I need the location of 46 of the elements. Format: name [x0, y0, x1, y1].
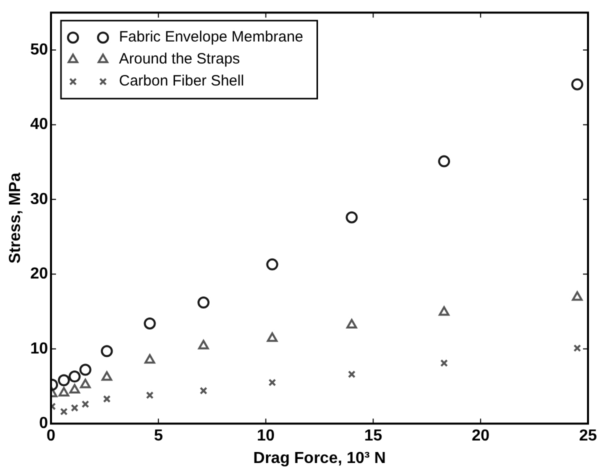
point	[572, 291, 583, 301]
point	[438, 155, 450, 168]
y-axis-title: Stress, MPa	[7, 172, 24, 264]
point	[68, 370, 81, 383]
point	[82, 400, 90, 408]
point	[348, 370, 356, 378]
point	[198, 296, 210, 309]
legend-label: Around the Straps	[118, 50, 240, 68]
y-tick-label: 10	[30, 340, 48, 358]
point	[103, 395, 111, 403]
point	[144, 354, 156, 364]
point	[266, 258, 278, 270]
point	[60, 408, 68, 416]
y-tick-label: 0	[39, 415, 48, 432]
x-tick-label: 10	[256, 428, 275, 445]
legend-label: Fabric Envelope Membrane	[118, 28, 304, 46]
point	[146, 391, 154, 400]
x-tick-label: 15	[364, 428, 382, 445]
y-tick-label: 20	[30, 266, 48, 283]
point	[268, 378, 276, 386]
x-tick-label: 5	[154, 428, 163, 445]
y-tick-label: 30	[30, 190, 48, 208]
point	[80, 378, 91, 388]
point	[79, 364, 92, 376]
point	[198, 340, 209, 350]
point	[346, 211, 358, 224]
point	[438, 306, 450, 316]
point	[58, 374, 70, 386]
point	[200, 386, 208, 395]
point	[573, 344, 582, 352]
x-tick-label: 25	[579, 428, 597, 445]
point	[144, 317, 156, 330]
point	[346, 318, 358, 328]
legend-label: Carbon Fiber Shell	[118, 72, 244, 90]
point	[58, 386, 70, 396]
y-tick-label: 50	[30, 41, 48, 58]
point	[69, 384, 80, 394]
point	[70, 404, 78, 412]
point	[571, 78, 584, 90]
point	[266, 332, 278, 342]
x-tick-label: 20	[472, 428, 490, 445]
y-tick-label: 40	[30, 116, 48, 134]
point	[100, 345, 113, 358]
point	[440, 359, 448, 367]
x-axis-title: Drag Force, 10³ N	[253, 450, 386, 467]
point	[102, 371, 112, 381]
